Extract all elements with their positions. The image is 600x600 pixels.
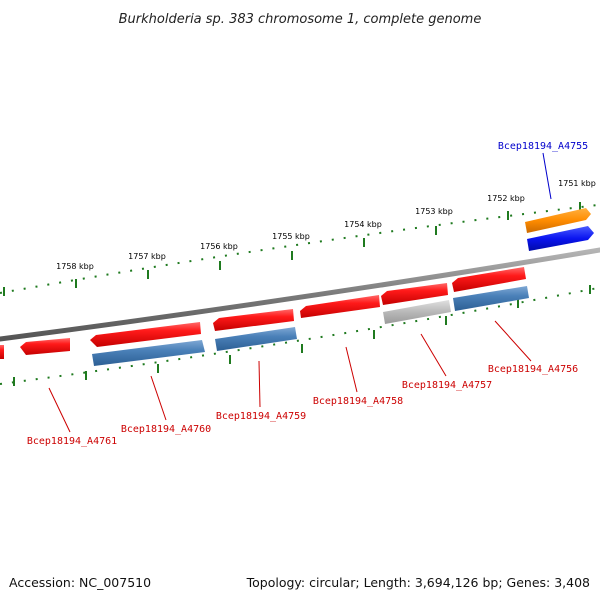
gene-bcep18194-a4757-feature[interactable] [381, 283, 448, 305]
map-title: Burkholderia sp. 383 chromosome 1, compl… [119, 12, 482, 27]
gene-label-a4761[interactable]: Bcep18194_A4761 [27, 436, 117, 447]
gene-label-a4755[interactable]: Bcep18194_A4755 [498, 141, 588, 152]
tick-label-1756: 1756 kbp [200, 242, 238, 251]
tick-label-1757: 1757 kbp [128, 252, 166, 261]
reverse-cds-a4760[interactable] [92, 340, 205, 366]
gene-label-a4760[interactable]: Bcep18194_A4760 [121, 424, 211, 435]
gene-bcep18194-a4759-feature[interactable] [213, 309, 294, 331]
gene-bcep18194-a4760-feature[interactable] [90, 322, 201, 347]
inner-major-ticks [13, 285, 591, 386]
gene-label-a4757[interactable]: Bcep18194_A4757 [402, 380, 492, 391]
rna-feature-a4757[interactable] [383, 300, 451, 324]
outer-tick-track [0, 204, 599, 294]
genome-backbone [0, 247, 600, 342]
gene-label-a4758[interactable]: Bcep18194_A4758 [313, 396, 403, 407]
gene-bcep18194-a4756-feature[interactable] [452, 267, 526, 292]
tick-label-1751: 1751 kbp [558, 179, 596, 188]
gene-label-a4756[interactable]: Bcep18194_A4756 [488, 364, 578, 375]
orange-feature[interactable] [525, 208, 591, 233]
gene-feature-red-1[interactable] [0, 345, 4, 359]
tick-label-1752: 1752 kbp [487, 194, 525, 203]
tick-label-1755: 1755 kbp [272, 232, 310, 241]
reverse-cds-a4759[interactable] [215, 327, 297, 351]
tick-label-1754: 1754 kbp [344, 220, 382, 229]
gene-bcep18194-a4758-feature[interactable] [300, 295, 380, 318]
gene-label-a4759[interactable]: Bcep18194_A4759 [216, 411, 306, 422]
tick-label-1758: 1758 kbp [56, 262, 94, 271]
gene-bcep18194-a4761-feature[interactable] [20, 338, 70, 355]
tick-label-1753: 1753 kbp [415, 207, 453, 216]
reverse-cds-a4756[interactable] [453, 286, 529, 311]
gene-bcep18194-a4755[interactable] [527, 226, 594, 251]
genome-stats-text: Topology: circular; Length: 3,694,126 bp… [246, 575, 590, 590]
accession-text: Accession: NC_007510 [9, 575, 151, 590]
leader-lines [48, 152, 552, 433]
inner-tick-track [0, 287, 599, 385]
outer-major-ticks [3, 202, 581, 296]
